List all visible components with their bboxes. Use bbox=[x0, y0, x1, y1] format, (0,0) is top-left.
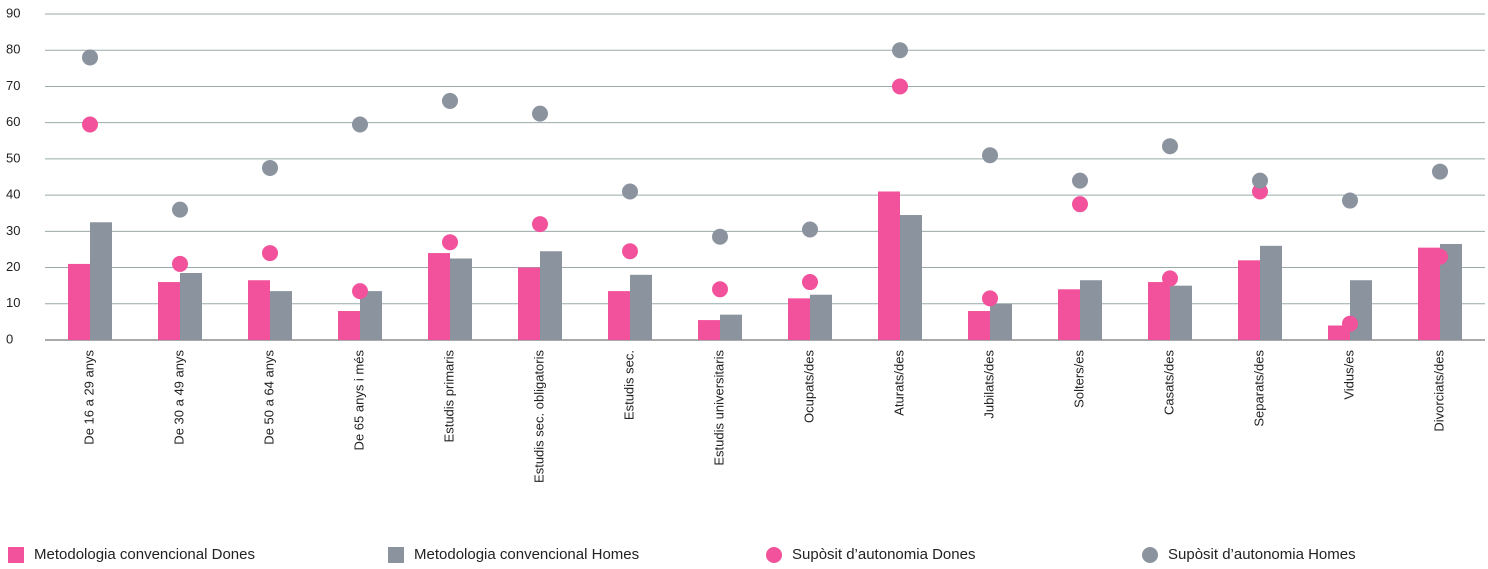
dot bbox=[352, 283, 368, 300]
bar bbox=[1080, 280, 1102, 340]
dot bbox=[442, 234, 458, 251]
x-tick-label: Separats/des bbox=[1251, 350, 1266, 427]
bar bbox=[1170, 285, 1192, 340]
dot bbox=[712, 281, 728, 298]
y-tick-label: 60 bbox=[6, 114, 20, 129]
bar bbox=[1058, 289, 1080, 340]
x-tick-label: Estudis primaris bbox=[441, 350, 456, 443]
dot bbox=[1432, 248, 1448, 265]
x-tick-label: De 50 a 64 anys bbox=[261, 350, 276, 445]
dot bbox=[802, 274, 818, 291]
legend-swatch bbox=[766, 547, 782, 563]
legend-label: Metodologia convencional Dones bbox=[34, 546, 255, 563]
dot bbox=[982, 147, 998, 164]
dot bbox=[1072, 196, 1088, 213]
y-tick-label: 80 bbox=[6, 42, 20, 57]
bar bbox=[518, 267, 540, 340]
dot bbox=[172, 255, 188, 272]
bar bbox=[360, 291, 382, 340]
x-tick-label: Casats/des bbox=[1161, 350, 1176, 416]
dot bbox=[442, 92, 458, 109]
bar bbox=[900, 215, 922, 340]
y-tick-label: 0 bbox=[6, 331, 13, 346]
dot bbox=[262, 245, 278, 262]
dot bbox=[892, 42, 908, 59]
x-tick-label: De 65 anys i més bbox=[351, 350, 366, 451]
x-tick-label: Divorciats/des bbox=[1431, 350, 1446, 432]
legend-swatch bbox=[388, 547, 404, 563]
y-tick-label: 20 bbox=[6, 259, 20, 274]
bar bbox=[878, 191, 900, 340]
y-tick-label: 30 bbox=[6, 223, 20, 238]
dot bbox=[172, 201, 188, 218]
x-tick-label: Estudis sec. bbox=[621, 350, 636, 420]
dot bbox=[532, 105, 548, 122]
dot bbox=[1162, 270, 1178, 287]
legend-swatch bbox=[1142, 547, 1158, 563]
x-tick-label: Estudis universitaris bbox=[711, 350, 726, 466]
dot bbox=[262, 159, 278, 176]
dot bbox=[82, 116, 98, 133]
bar bbox=[698, 320, 720, 340]
legend-swatch bbox=[8, 547, 24, 563]
bar bbox=[540, 251, 562, 340]
bar bbox=[1350, 280, 1372, 340]
bar bbox=[1260, 245, 1282, 340]
bar bbox=[720, 314, 742, 340]
dot bbox=[712, 228, 728, 245]
bar bbox=[68, 263, 90, 340]
x-tick-label: Estudis sec. obligatoris bbox=[531, 350, 546, 483]
dot bbox=[352, 116, 368, 133]
dot bbox=[802, 221, 818, 238]
dot bbox=[1252, 172, 1268, 189]
bar bbox=[1418, 247, 1440, 340]
bar bbox=[248, 280, 270, 340]
dot bbox=[82, 49, 98, 66]
bar bbox=[810, 294, 832, 340]
bar bbox=[450, 258, 472, 340]
dot bbox=[892, 78, 908, 95]
bar bbox=[608, 291, 630, 340]
dot bbox=[1342, 192, 1358, 209]
bar bbox=[990, 303, 1012, 340]
bar bbox=[428, 253, 450, 340]
y-tick-label: 70 bbox=[6, 78, 20, 93]
legend-label: Supòsit d’autonomia Homes bbox=[1168, 546, 1356, 563]
legend-label: Supòsit d’autonomia Dones bbox=[792, 546, 975, 563]
y-tick-label: 40 bbox=[6, 187, 20, 202]
x-tick-label: Ocupats/des bbox=[801, 350, 816, 423]
dot bbox=[622, 243, 638, 260]
bar bbox=[630, 274, 652, 340]
bar bbox=[1440, 244, 1462, 340]
bar bbox=[158, 282, 180, 340]
y-tick-label: 10 bbox=[6, 295, 20, 310]
bar bbox=[1238, 260, 1260, 340]
bar bbox=[270, 291, 292, 340]
legend-label: Metodologia convencional Homes bbox=[414, 546, 639, 563]
x-tick-label: Vidus/es bbox=[1341, 350, 1356, 400]
dot bbox=[622, 183, 638, 200]
x-tick-label: Jubilats/des bbox=[981, 350, 996, 419]
y-tick-label: 90 bbox=[6, 5, 20, 20]
dot bbox=[1162, 138, 1178, 155]
bar bbox=[180, 272, 202, 340]
bar bbox=[968, 311, 990, 340]
bar bbox=[90, 222, 112, 340]
x-tick-label: Solters/es bbox=[1071, 350, 1086, 408]
x-tick-label: Aturats/des bbox=[891, 350, 906, 416]
dot bbox=[1432, 163, 1448, 180]
dot bbox=[532, 216, 548, 233]
bar bbox=[338, 311, 360, 340]
dot bbox=[1072, 172, 1088, 189]
bar bbox=[1148, 282, 1170, 340]
dot bbox=[1342, 315, 1358, 332]
bar bbox=[788, 298, 810, 340]
y-tick-label: 50 bbox=[6, 150, 20, 165]
x-tick-label: De 30 a 49 anys bbox=[171, 350, 186, 445]
x-tick-label: De 16 a 29 anys bbox=[81, 350, 96, 445]
dot bbox=[982, 290, 998, 307]
